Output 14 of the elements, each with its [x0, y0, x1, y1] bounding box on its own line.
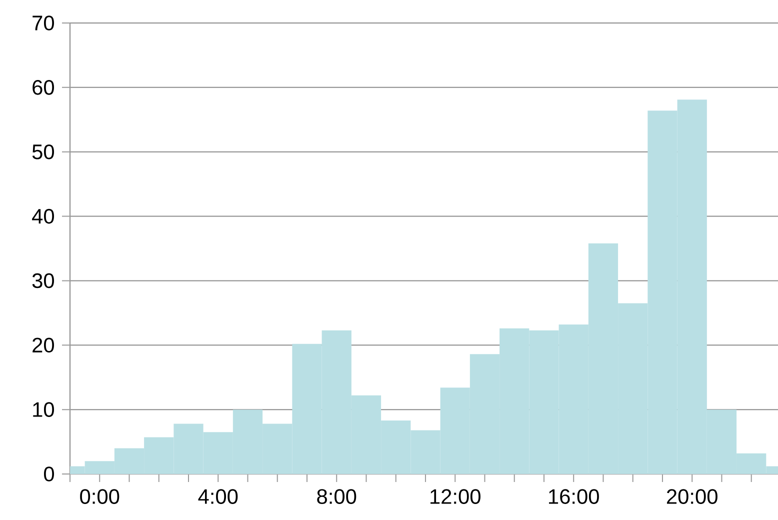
y-tick-label: 50 [32, 144, 54, 160]
x-tick-label: 20:00 [666, 489, 718, 504]
x-tick-label: 8:00 [317, 489, 356, 504]
y-tick-label: 30 [32, 273, 54, 288]
x-tick-label: 16:00 [549, 489, 599, 504]
y-tick-label: 10 [33, 402, 54, 417]
y-tick-label: 40 [32, 208, 54, 224]
y-tick-label: 0 [44, 466, 54, 482]
x-tick-label: 4:00 [198, 489, 238, 504]
x-tick-label: 12:00 [430, 489, 480, 504]
y-tick-label: 70 [32, 16, 54, 30]
x-tick-label: 0:00 [80, 489, 120, 504]
y-tick-label: 60 [32, 80, 54, 95]
y-tick-label: 20 [32, 338, 54, 353]
